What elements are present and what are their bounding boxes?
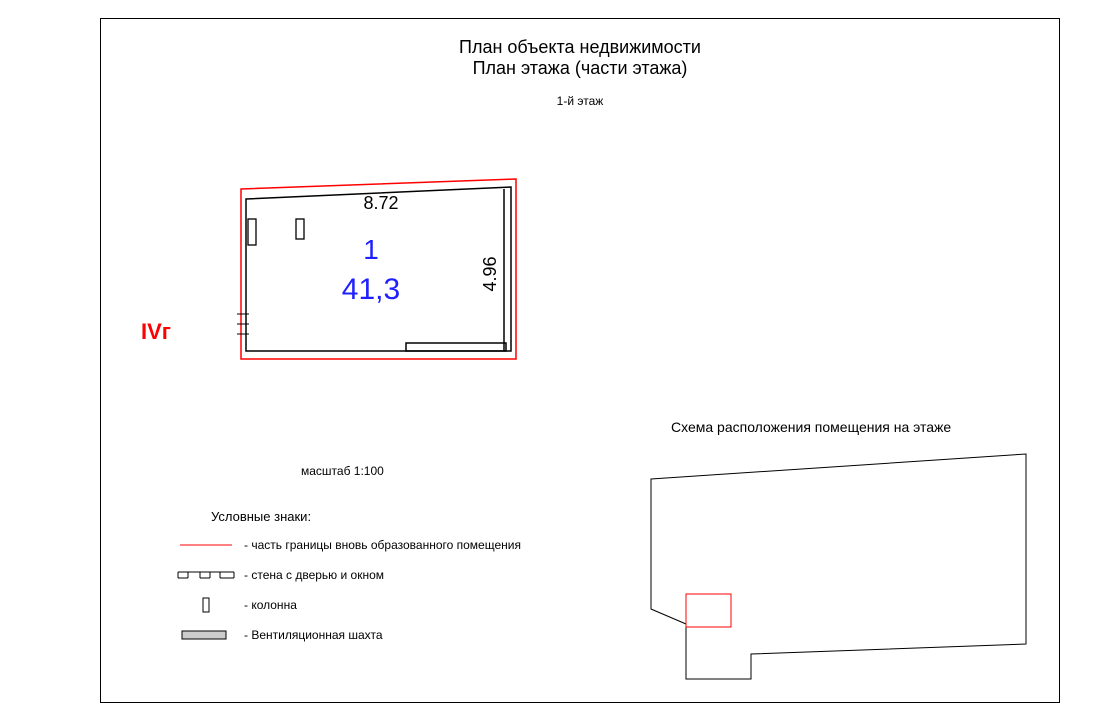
legend-text-vent: - Вентиляционная шахта [244, 628, 383, 642]
floor-scheme [621, 449, 1041, 684]
dimension-top: 8.72 [363, 193, 398, 213]
title-block: План объекта недвижимости План этажа (ча… [101, 37, 1059, 79]
column [296, 219, 304, 239]
scheme-title: Схема расположения помещения на этаже [671, 419, 951, 435]
legend-row-wall: - стена с дверью и окном [176, 566, 521, 584]
legend-text-wall: - стена с дверью и окном [244, 568, 384, 582]
boundary-ticks [237, 314, 249, 334]
room-number: 1 [363, 234, 379, 265]
scale-label: масштаб 1:100 [301, 464, 384, 478]
legend-row-vent: - Вентиляционная шахта [176, 626, 521, 644]
drawing-frame: План объекта недвижимости План этажа (ча… [100, 18, 1060, 703]
columns-group [248, 219, 304, 245]
dimension-right: 4.96 [480, 256, 500, 291]
legend-symbol-wall [176, 568, 236, 582]
legend-symbol-boundary [176, 540, 236, 550]
column [248, 219, 256, 245]
legend-symbol-vent [176, 629, 236, 641]
legend-symbol-column [176, 596, 236, 614]
legend-row-boundary: - часть границы вновь образованного поме… [176, 536, 521, 554]
title-line2: План этажа (части этажа) [101, 58, 1059, 79]
legend: Условные знаки: - часть границы вновь об… [176, 509, 521, 656]
title-line1: План объекта недвижимости [101, 37, 1059, 58]
legend-text-boundary: - часть границы вновь образованного поме… [244, 538, 521, 552]
room-area: 41,3 [342, 273, 400, 306]
scheme-outline [651, 454, 1026, 679]
scheme-highlight [686, 594, 731, 627]
legend-title: Условные знаки: [211, 509, 521, 524]
legend-text-column: - колонна [244, 598, 297, 612]
page: План объекта недвижимости План этажа (ча… [0, 0, 1100, 721]
vent-shaft [406, 343, 506, 351]
legend-row-column: - колонна [176, 596, 521, 614]
subtitle: 1-й этаж [101, 94, 1059, 108]
floor-plan: 8.72 4.96 1 41,3 [166, 159, 546, 419]
section-label: IVг [141, 319, 171, 345]
